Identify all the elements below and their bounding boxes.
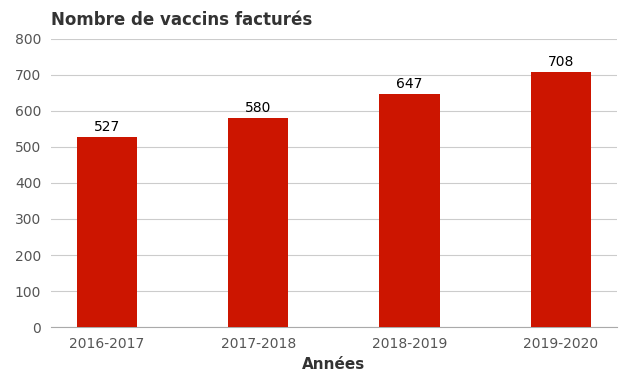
Text: 647: 647 — [396, 77, 423, 91]
Text: 580: 580 — [245, 101, 272, 115]
Text: 527: 527 — [93, 120, 120, 134]
Bar — [228, 118, 289, 327]
Bar — [76, 137, 137, 327]
Text: Nombre de vaccins facturés: Nombre de vaccins facturés — [51, 11, 312, 28]
Text: 708: 708 — [548, 55, 574, 69]
X-axis label: Années: Années — [302, 357, 366, 372]
Bar — [379, 94, 440, 327]
Bar — [530, 72, 591, 327]
